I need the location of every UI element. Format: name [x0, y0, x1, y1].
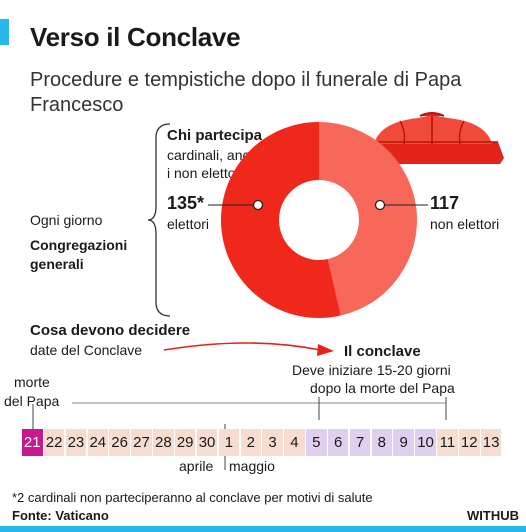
timeline-day: 22 — [43, 429, 65, 456]
timeline-day: 9 — [393, 429, 414, 456]
death-label-2: del Papa — [4, 393, 60, 409]
congregazioni-label: Congregazioni — [30, 237, 128, 253]
timeline-day: 30 — [196, 429, 218, 456]
conclave-line2: dopo la morte del Papa — [310, 380, 455, 396]
congregazioni-label-2: generali — [30, 256, 84, 272]
page-title: Verso il Conclave — [30, 22, 241, 52]
footnote: *2 cardinali non parteciperanno al concl… — [12, 490, 373, 505]
timeline-day: 2 — [240, 429, 261, 456]
accent-bar — [0, 19, 9, 45]
timeline-day: 26 — [109, 429, 130, 456]
timeline-day: 23 — [65, 429, 87, 456]
page-subtitle: Procedure e tempistiche dopo il funerale… — [30, 69, 462, 116]
timeline-day: 21 — [22, 429, 43, 456]
timeline-day: 29 — [174, 429, 196, 456]
month-april-label: aprile — [179, 458, 214, 474]
electors-value: 135* — [167, 193, 205, 213]
timeline-day: 13 — [480, 429, 502, 456]
timeline-day: 28 — [153, 429, 174, 456]
timeline-day: 12 — [459, 429, 480, 456]
decide-subtitle: date del Conclave — [30, 342, 143, 358]
chi-partecipa-title: Chi partecipa — [167, 127, 263, 144]
timeline-day: 3 — [262, 429, 283, 456]
brand-logo: WITHUB — [467, 508, 519, 523]
timeline-day: 1 — [218, 429, 240, 456]
timeline-day: 6 — [327, 429, 349, 456]
timeline-day: 27 — [131, 429, 152, 456]
month-may-label: maggio — [229, 458, 275, 474]
non-electors-segment — [319, 122, 417, 316]
non-electors-marker — [374, 199, 386, 211]
decide-title: Cosa devono decidere — [30, 322, 191, 339]
electors-label: elettori — [167, 216, 210, 232]
timeline-day: 8 — [371, 429, 393, 456]
conclave-line1: Deve iniziare 15-20 giorni — [292, 362, 451, 378]
cardinal-hat-icon — [362, 112, 504, 164]
timeline-day: 10 — [415, 429, 436, 456]
chi-partecipa-line1: cardinali, anche — [167, 147, 266, 163]
timeline-day: 7 — [349, 429, 371, 456]
electors-marker — [252, 199, 264, 211]
timeline-day: 4 — [284, 429, 305, 456]
bottom-accent-bar — [0, 526, 526, 532]
non-electors-label: non elettori — [430, 216, 500, 232]
brace — [147, 123, 171, 317]
timeline-day: 5 — [306, 429, 327, 456]
conclave-title: Il conclave — [344, 343, 421, 360]
chi-partecipa-line2: i non elettori — [167, 165, 244, 181]
non-electors-value: 117 — [430, 193, 460, 213]
decide-arrow — [163, 342, 334, 356]
electors-segment — [220, 122, 341, 318]
ogni-giorno-label: Ogni giorno — [30, 212, 103, 228]
death-label: morte — [14, 374, 50, 390]
source: Fonte: Vaticano — [12, 508, 109, 523]
timeline-day: 11 — [437, 429, 458, 456]
timeline-day: 24 — [87, 429, 109, 456]
